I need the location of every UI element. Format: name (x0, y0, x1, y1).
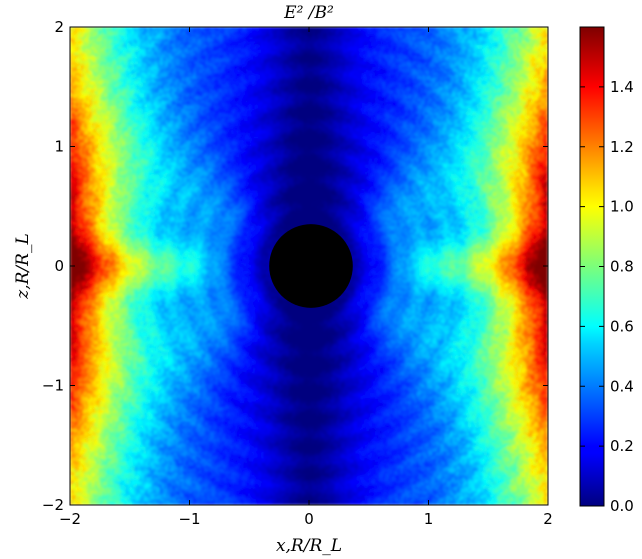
x-tick-label: 1 (424, 510, 434, 528)
plot-area: −2 −1 0 1 2 −2 −1 0 1 2 (42, 18, 553, 528)
x-ticks: −2 −1 0 1 2 (59, 27, 553, 528)
y-axis-label: z,R/R_L (13, 233, 33, 299)
x-tick-label: 2 (543, 510, 553, 528)
colorbar-tick-label: 0.0 (610, 497, 634, 515)
colorbar-ticks: 0.0 0.2 0.4 0.6 0.8 1.0 1.2 1.4 (580, 78, 634, 515)
y-ticks: −2 −1 0 1 2 (42, 18, 548, 514)
x-tick-label: 0 (304, 510, 314, 528)
colorbar-tick-label: 1.2 (610, 138, 634, 156)
colorbar-tick-label: 1.4 (610, 78, 634, 96)
colorbar-tick-label: 0.6 (610, 317, 634, 335)
y-tick-label: −1 (42, 377, 64, 395)
colorbar: 0.0 0.2 0.4 0.6 0.8 1.0 1.2 1.4 (579, 26, 634, 515)
chart-title: E² /B² (283, 3, 334, 23)
colorbar-tick-label: 0.8 (610, 258, 634, 276)
central-disk (269, 224, 353, 308)
x-tick-label: −1 (178, 510, 200, 528)
y-tick-label: 0 (54, 257, 64, 275)
x-axis-label: x,R/R_L (276, 536, 342, 556)
colorbar-tick-label: 0.4 (610, 377, 634, 395)
x-tick-label: −2 (59, 510, 81, 528)
y-tick-label: 1 (54, 138, 64, 156)
colorbar-tick-label: 1.0 (610, 198, 634, 216)
y-tick-label: 2 (54, 18, 64, 36)
y-tick-label: −2 (42, 496, 64, 514)
colorbar-tick-label: 0.2 (610, 437, 634, 455)
